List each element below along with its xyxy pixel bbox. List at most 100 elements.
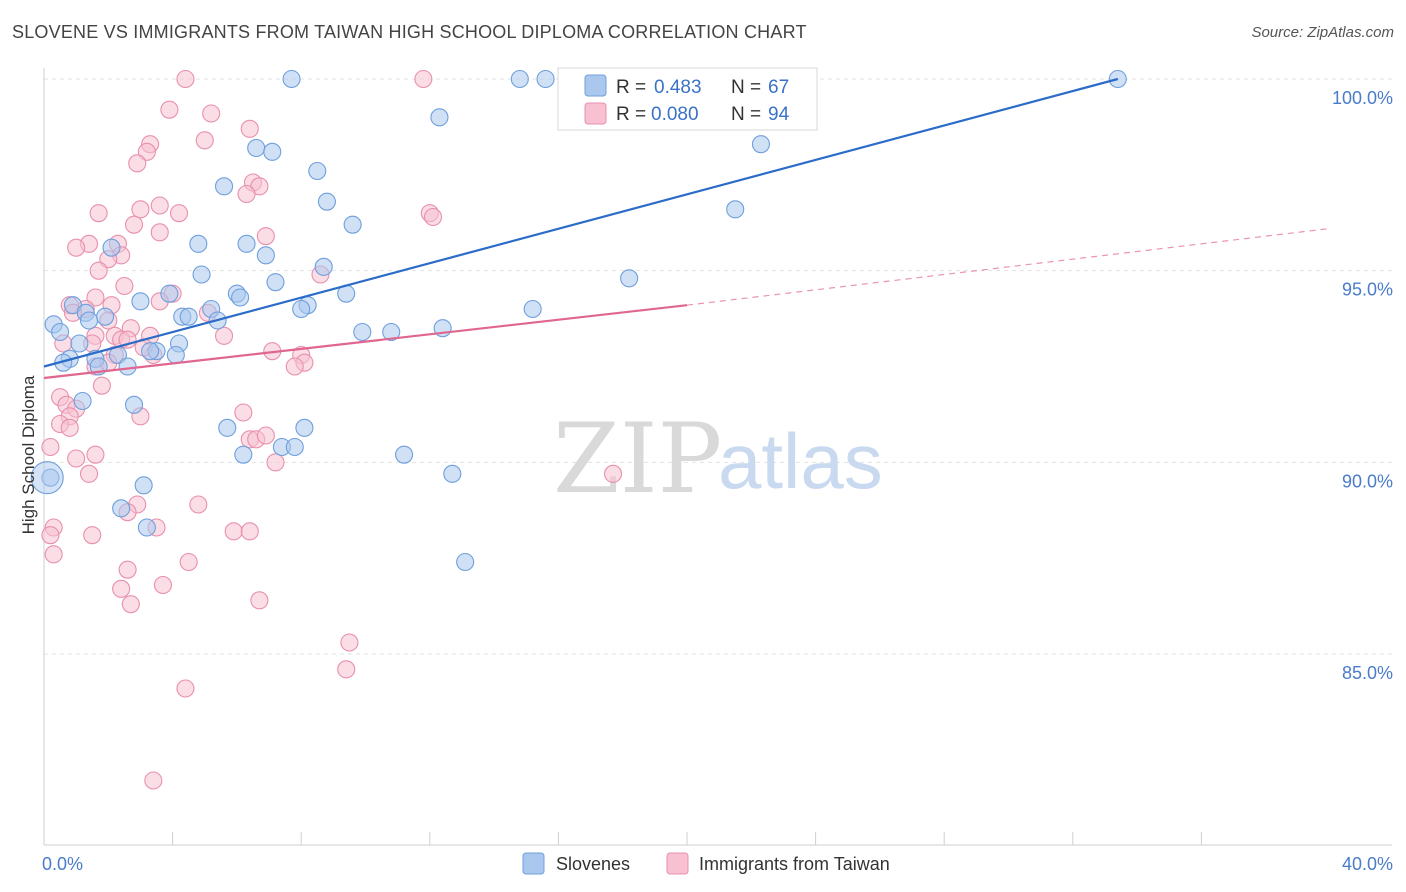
slovenes-point: [102, 238, 121, 257]
slovenes-point: [285, 437, 304, 457]
taiwan-point: [44, 545, 63, 564]
slovenes-point: [317, 192, 336, 211]
slovenes-point: [314, 257, 333, 276]
slovenes-point: [456, 552, 475, 572]
taiwan-point: [86, 445, 105, 464]
slovenes-point: [141, 342, 160, 361]
taiwan-point: [131, 200, 150, 219]
taiwan-point: [144, 771, 163, 790]
bottom-legend-label-taiwan: Immigrants from Taiwan: [699, 854, 890, 874]
taiwan-point: [285, 357, 304, 376]
taiwan-point: [256, 227, 275, 246]
y-tick-label: 85.0%: [1342, 663, 1393, 683]
x-tick-label: 0.0%: [42, 854, 83, 874]
taiwan-point: [234, 403, 253, 422]
slovenes-point: [430, 108, 449, 127]
legend-r-label-slovenes: R =: [616, 77, 646, 98]
taiwan-point: [176, 679, 195, 698]
taiwan-point: [128, 154, 147, 173]
axes: [43, 68, 1392, 846]
legend-swatch-slovenes: [584, 74, 607, 97]
legend-n-label-taiwan: N =: [731, 104, 761, 125]
slovenes-point: [51, 322, 70, 342]
taiwan-point: [41, 526, 60, 545]
slovenes-point: [266, 273, 285, 292]
taiwan-point: [60, 418, 79, 437]
slovenes-point: [112, 499, 131, 518]
taiwan-point: [115, 276, 134, 296]
taiwan-point: [195, 131, 214, 150]
taiwan-point: [83, 526, 102, 545]
stats-legend: R = 0.483 N = 67 R = 0.080 N = 94: [557, 67, 818, 131]
taiwan-trend-extension: [686, 227, 1331, 306]
taiwan-point: [176, 69, 195, 89]
slovenes-point: [726, 200, 745, 219]
taiwan-point: [423, 207, 443, 227]
taiwan-point: [169, 204, 189, 223]
taiwan-point: [79, 464, 99, 483]
chart-title: SLOVENE VS IMMIGRANTS FROM TAIWAN HIGH S…: [12, 22, 807, 42]
taiwan-trend-line: [43, 304, 688, 380]
slovenes-point: [96, 307, 115, 326]
taiwan-point: [150, 223, 169, 242]
series-taiwan-points: [41, 69, 623, 790]
legend-n-value-slovenes: 67: [768, 77, 789, 98]
slovenes-point: [395, 445, 414, 464]
slovenes-point: [247, 138, 266, 158]
slovenes-point: [292, 299, 311, 319]
trend-lines: [43, 77, 1331, 380]
legend-r-label-taiwan: R =: [616, 104, 646, 125]
taiwan-point: [160, 100, 179, 119]
watermark-zip: ZIP: [553, 403, 722, 515]
taiwan-point: [67, 449, 86, 468]
slovenes-point: [137, 518, 156, 537]
series-slovenes-points: [30, 69, 1127, 572]
slovenes-point: [134, 476, 153, 495]
slovenes-point-large: [30, 461, 64, 495]
slovenes-point: [343, 215, 362, 234]
slovenes-point: [536, 69, 555, 89]
slovenes-point: [282, 69, 301, 89]
slovenes-point: [308, 161, 327, 181]
watermark-atlas: atlas: [718, 417, 883, 505]
bottom-legend: Slovenes Immigrants from Taiwan: [522, 852, 890, 875]
taiwan-point: [266, 453, 285, 472]
bottom-legend-label-slovenes: Slovenes: [556, 854, 630, 874]
slovenes-point: [443, 464, 462, 483]
taiwan-point: [121, 595, 140, 614]
y-tick-label: 100.0%: [1332, 88, 1393, 108]
slovenes-point: [118, 357, 137, 376]
watermark: ZIP atlas: [553, 403, 883, 515]
taiwan-point: [89, 204, 108, 223]
slovenes-point: [263, 142, 282, 161]
slovenes-point: [751, 135, 770, 154]
slovenes-trend-line: [43, 77, 1119, 368]
taiwan-point: [89, 261, 108, 280]
taiwan-point: [240, 119, 259, 138]
taiwan-point: [237, 184, 256, 204]
taiwan-point: [214, 326, 234, 345]
y-tick-label: 95.0%: [1342, 280, 1393, 300]
slovenes-point: [179, 307, 198, 326]
taiwan-point: [224, 522, 243, 541]
taiwan-point: [179, 552, 198, 572]
taiwan-point: [41, 437, 60, 457]
taiwan-point: [604, 464, 623, 483]
taiwan-point: [340, 633, 359, 652]
taiwan-point: [67, 238, 86, 257]
slovenes-point: [218, 418, 237, 437]
slovenes-point: [523, 299, 542, 319]
slovenes-point: [70, 334, 89, 353]
bottom-legend-swatch-taiwan: [666, 852, 689, 875]
slovenes-point: [192, 265, 211, 284]
slovenes-point: [382, 322, 401, 342]
slovenes-point: [237, 234, 256, 253]
slovenes-point: [231, 288, 250, 307]
x-tick-label: 40.0%: [1342, 854, 1393, 874]
taiwan-point: [202, 104, 221, 123]
taiwan-point: [124, 215, 144, 234]
slovenes-point: [295, 418, 314, 437]
legend-n-label-slovenes: N =: [731, 77, 761, 98]
source-credit: Source: ZipAtlas.com: [1251, 24, 1394, 41]
